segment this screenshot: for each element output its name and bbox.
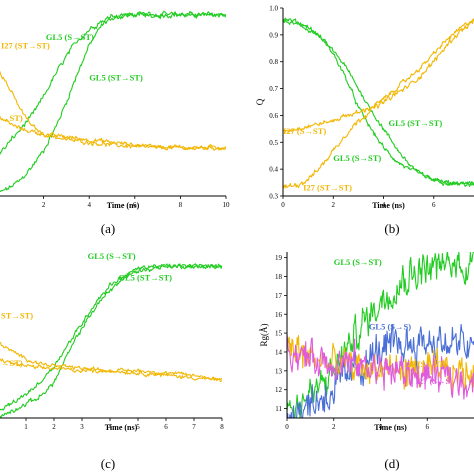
- x-tick-label: 2: [332, 423, 336, 431]
- x-tick-label: 1: [24, 423, 28, 431]
- panel-label: (a): [101, 221, 115, 236]
- series-annotation: →ST): [1, 113, 23, 123]
- series-annotation: I27 (ST→ST): [1, 40, 50, 50]
- x-tick-label: 2: [332, 201, 336, 209]
- series-annotation: I27 (S→ST): [404, 359, 447, 369]
- y-tick-label: 16: [275, 311, 283, 319]
- panel-label: (c): [101, 456, 115, 471]
- y-tick-label: 0.4: [269, 166, 278, 174]
- y-tick-label: 0.3: [269, 193, 278, 201]
- series-annotation: GL5 (S→ST): [333, 153, 381, 163]
- series-line-4: [0, 115, 226, 151]
- y-tick-label: 13: [275, 367, 283, 375]
- x-tick-label: 2: [52, 423, 56, 431]
- series-line-2: [283, 19, 474, 187]
- series-line-2: [0, 10, 226, 156]
- panel-label: (d): [384, 456, 399, 471]
- series-group: [0, 263, 222, 418]
- panel-label: (b): [384, 221, 399, 236]
- series-annotation: GL5 (S→ST): [46, 32, 94, 42]
- series-annotation: I27 (S→S: [416, 376, 451, 386]
- y-tick-label: 11: [275, 405, 282, 413]
- y-tick-label: 19: [275, 254, 283, 262]
- series-annotation: I27 (ST→ST): [303, 183, 352, 193]
- y-tick-label: 0.9: [269, 31, 278, 39]
- x-tick-label: 3: [80, 423, 84, 431]
- x-tick-label: 5: [136, 423, 140, 431]
- y-axis-label: Q: [255, 98, 265, 105]
- x-tick-label: 6: [164, 423, 168, 431]
- y-tick-label: 0.6: [269, 112, 278, 120]
- series-annotation: GL5 (S→ST): [88, 251, 136, 261]
- series-annotation: GL5 (ST→ST): [389, 118, 443, 128]
- series-line-1: [287, 252, 474, 418]
- chart-panel-1: 2 4 6 8 10 Time (ns) I27 (ST→ST)GL5 (S→ST) GL5 …: [0, 10, 231, 236]
- y-tick-label: 12: [275, 386, 283, 394]
- axes: 0 2 4 6 11 12 13 14 15 16 17 18 19 Time (ns) Rg(Å): [259, 252, 474, 432]
- x-axis-label: Time (ns): [372, 201, 405, 210]
- x-tick-label: 6: [426, 423, 430, 431]
- x-tick-label: 8: [220, 423, 224, 431]
- series-annotation: →ST): [1, 358, 23, 368]
- series-line-4: [0, 358, 222, 383]
- series-annotation: GL5 (ST→ST): [89, 73, 143, 83]
- y-tick-label: 0.7: [269, 85, 278, 93]
- series-line-2: [0, 263, 222, 418]
- x-tick-label: 6: [432, 201, 436, 209]
- series-group: [283, 17, 474, 189]
- series-line-4: [283, 18, 474, 189]
- y-tick-label: 17: [275, 292, 283, 300]
- y-tick-label: 0.5: [269, 139, 278, 147]
- x-tick-label: 0: [285, 423, 289, 431]
- x-axis-label: Time (ns): [105, 423, 138, 432]
- x-tick-label: 2: [42, 201, 46, 209]
- series-line-1: [0, 263, 222, 411]
- x-axis-label: Time (ns): [107, 201, 140, 210]
- series-line-1: [283, 17, 474, 187]
- x-tick-label: 8: [179, 201, 183, 209]
- series-group: [0, 10, 226, 193]
- series-group: [287, 252, 474, 418]
- y-axis-label: Rg(Å): [259, 324, 269, 347]
- x-axis-label: Time (ns): [374, 423, 407, 432]
- x-tick-label: 0: [281, 201, 285, 209]
- chart-panel-2: 0 2 4 6 0.3 0.4 0.5 0.6 0.7 0.8 0.9 1.0 Time (ns) Q GL…: [255, 5, 474, 236]
- series-annotation: GL5 (ST→ST): [118, 272, 172, 282]
- series-line-3: [0, 342, 222, 382]
- series-line-3: [283, 18, 474, 133]
- series-annotation: ST→ST): [1, 310, 33, 320]
- x-tick-label: 6: [133, 201, 137, 209]
- y-tick-label: 15: [275, 330, 283, 338]
- series-annotation: I27 (S→ST): [283, 126, 326, 136]
- x-tick-label: 4: [87, 201, 91, 209]
- x-tick-label: 4: [379, 423, 383, 431]
- series-annotation: GL5 (S→ST): [334, 257, 382, 267]
- y-tick-label: 1.0: [269, 5, 278, 13]
- series-line-4: [287, 334, 474, 400]
- x-tick-label: 10: [223, 201, 231, 209]
- x-tick-label: 4: [382, 201, 386, 209]
- series-annotation: GL5 (S→S): [369, 321, 411, 331]
- x-tick-label: 7: [192, 423, 196, 431]
- y-tick-label: 0.8: [269, 58, 278, 66]
- y-tick-label: 18: [275, 273, 283, 281]
- x-tick-label: 4: [108, 423, 112, 431]
- axes: 0 2 4 6 0.3 0.4 0.5 0.6 0.7 0.8 0.9 1.0 Time (ns) Q: [255, 5, 474, 210]
- axes: 2 4 6 8 10 Time (ns): [0, 195, 231, 210]
- y-tick-label: 14: [275, 348, 283, 356]
- chart-panel-4: 0 2 4 6 11 12 13 14 15 16 17 18 19 Time (ns) Rg(Å) GL5 …: [259, 252, 474, 471]
- axes: 1 2 3 4 5 6 7 8 Time (ns): [0, 417, 224, 432]
- chart-panel-3: 1 2 3 4 5 6 7 8 Time (ns) GL5 (S→ST) GL5 (ST→ST) ST…: [0, 251, 224, 471]
- series-line-1: [0, 10, 226, 193]
